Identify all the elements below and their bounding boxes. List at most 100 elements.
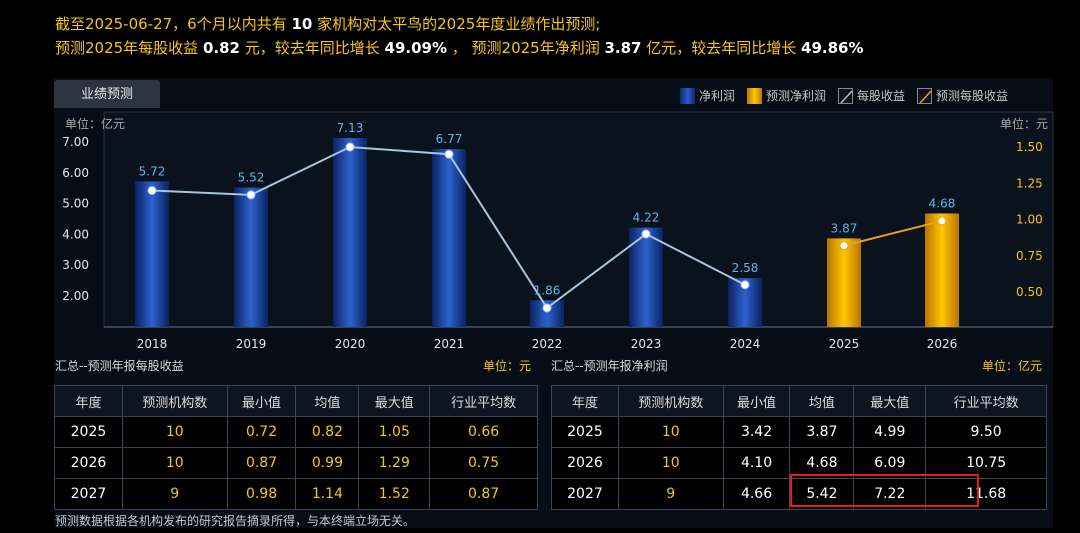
forecast-net-profit-data-label: 4.68 bbox=[929, 196, 956, 210]
table-cell: 0.75 bbox=[429, 447, 538, 479]
x-tick-label: 2023 bbox=[631, 337, 662, 351]
chart-bars bbox=[135, 137, 959, 327]
table-cell: 1.05 bbox=[358, 416, 431, 448]
forecast-eps-point bbox=[839, 241, 849, 251]
net-profit-data-label: 5.52 bbox=[238, 171, 265, 185]
table-row: 2025 10 0.72 0.82 1.05 0.66 bbox=[54, 416, 538, 448]
legend-swatch-forecast-eps bbox=[917, 87, 933, 104]
table-cell: 3.42 bbox=[722, 416, 791, 448]
x-tick-label: 2024 bbox=[730, 337, 761, 351]
table-header-row: 年度 预测机构数 最小值 均值 最大值 行业平均数 bbox=[54, 385, 538, 417]
table-cell: 1.29 bbox=[358, 447, 431, 479]
net-profit-data-label: 2.58 bbox=[732, 261, 759, 275]
table-cell: 9 bbox=[617, 478, 724, 510]
x-tick-label: 2025 bbox=[829, 337, 860, 351]
summary-net-profit-growth: 49.86% bbox=[801, 39, 864, 57]
legend-item-net-profit[interactable]: 净利润 bbox=[680, 87, 735, 104]
forecast-eps-point bbox=[937, 216, 947, 226]
left-axis-unit: 单位：亿元 bbox=[65, 116, 125, 131]
forecast-eps-line bbox=[843, 219, 943, 247]
forecast-net-profit-data-label: 3.87 bbox=[831, 221, 858, 235]
table-cell: 0.72 bbox=[226, 416, 297, 448]
table-cell: 11.68 bbox=[925, 478, 1047, 510]
x-tick-label: 2021 bbox=[434, 337, 465, 351]
legend-swatch-eps bbox=[838, 87, 854, 104]
eps-table-unit: 单位：元 bbox=[483, 359, 532, 373]
legend-item-forecast-net-profit[interactable]: 预测净利润 bbox=[747, 87, 826, 104]
summary-text-part: 预测2025年每股收益 bbox=[55, 39, 203, 57]
legend-label: 预测每股收益 bbox=[936, 89, 1009, 103]
column-header: 年度 bbox=[551, 385, 619, 417]
table-cell: 2025 bbox=[54, 416, 123, 448]
np-table-title: 汇总--预测年报净利润 bbox=[551, 359, 668, 373]
x-tick-label: 2019 bbox=[236, 337, 267, 351]
eps-table-title: 汇总--预测年报每股收益 bbox=[55, 359, 184, 373]
legend-label: 每股收益 bbox=[857, 89, 906, 103]
eps-point bbox=[246, 190, 256, 200]
x-tick-label: 2026 bbox=[927, 337, 958, 351]
column-header: 预测机构数 bbox=[617, 385, 724, 417]
footnote: 预测数据根据各机构发布的研究报告摘录所得，与本终端立场无关。 bbox=[55, 514, 416, 528]
np-table-unit: 单位：亿元 bbox=[982, 359, 1043, 373]
right-tick-label: 0.50 bbox=[1016, 285, 1043, 299]
summary-eps-growth: 49.09% bbox=[384, 39, 447, 57]
summary-text-part: 元，较去年同比增长 bbox=[239, 39, 385, 57]
summary-net-profit: 3.87 bbox=[604, 39, 642, 57]
table-cell: 2027 bbox=[551, 478, 619, 510]
table-cell: 0.87 bbox=[429, 478, 538, 510]
eps-point bbox=[542, 303, 552, 313]
chart-legend: 净利润 预测净利润 每股收益 预测每股收益 bbox=[680, 87, 1008, 104]
highlight-box bbox=[790, 474, 979, 507]
table-cell: 5.42 bbox=[789, 478, 855, 510]
column-header: 均值 bbox=[295, 385, 360, 417]
legend-label: 预测净利润 bbox=[766, 89, 827, 103]
right-tick-label: 1.50 bbox=[1016, 140, 1043, 154]
summary-text-part: 亿元，较去年同比增长 bbox=[641, 39, 802, 57]
column-header: 行业平均数 bbox=[429, 385, 538, 417]
chart-lines bbox=[147, 142, 947, 313]
table-cell: 10 bbox=[617, 447, 724, 479]
column-header: 年度 bbox=[54, 385, 123, 417]
left-tick-label: 2.00 bbox=[62, 289, 89, 303]
net-profit-bar bbox=[333, 137, 367, 327]
eps-point bbox=[641, 229, 651, 239]
table-cell: 4.10 bbox=[722, 447, 791, 479]
x-tick-label: 2022 bbox=[532, 337, 563, 351]
left-tick-label: 5.00 bbox=[62, 197, 89, 211]
net-profit-table: 年度 预测机构数 最小值 均值 最大值 行业平均数 2025 10 3.42 3… bbox=[551, 385, 1047, 510]
table-cell: 1.52 bbox=[358, 478, 431, 510]
table-cell: 9.50 bbox=[925, 416, 1047, 448]
table-row: 2027 9 4.66 5.42 7.22 11.68 bbox=[551, 478, 1047, 510]
summary-text-part: 截至2025-06-27，6个月以内共有 bbox=[55, 15, 292, 33]
table-row: 2026 10 0.87 0.99 1.29 0.75 bbox=[54, 447, 538, 479]
legend-item-forecast-eps[interactable]: 预测每股收益 bbox=[917, 87, 1008, 104]
column-header: 最小值 bbox=[226, 385, 297, 417]
table-cell: 0.87 bbox=[226, 447, 297, 479]
table-cell: 3.87 bbox=[789, 416, 855, 448]
right-tick-label: 1.00 bbox=[1016, 213, 1043, 227]
net-profit-data-label: 6.77 bbox=[436, 132, 463, 146]
summary-eps: 0.82 bbox=[202, 39, 240, 57]
table-cell: 10.75 bbox=[925, 447, 1047, 479]
table-cell: 2027 bbox=[54, 478, 123, 510]
left-tick-label: 6.00 bbox=[62, 166, 89, 180]
x-tick-label: 2020 bbox=[335, 337, 366, 351]
forecast-net-profit-bar bbox=[827, 238, 861, 327]
table-cell: 2026 bbox=[54, 447, 123, 479]
column-header: 行业平均数 bbox=[925, 385, 1047, 417]
right-axis-unit: 单位：元 bbox=[1000, 116, 1048, 131]
tab-performance-forecast[interactable]: 业绩预测 bbox=[54, 80, 160, 108]
table-row: 2027 9 0.98 1.14 1.52 0.87 bbox=[54, 478, 538, 510]
summary-text-part: ， 预测2025年净利润 bbox=[447, 39, 605, 57]
summary-line-2: 预测2025年每股收益 0.82 元，较去年同比增长 49.09% ， 预测20… bbox=[55, 36, 864, 60]
table-header-row: 年度 预测机构数 最小值 均值 最大值 行业平均数 bbox=[551, 385, 1047, 417]
net-profit-bar bbox=[629, 227, 663, 327]
legend-item-eps[interactable]: 每股收益 bbox=[838, 87, 905, 104]
eps-point bbox=[740, 280, 750, 290]
table-cell: 0.98 bbox=[226, 478, 297, 510]
legend-swatch-net-profit bbox=[680, 87, 695, 104]
eps-point bbox=[147, 186, 157, 195]
eps-point bbox=[345, 142, 355, 152]
table-cell: 1.14 bbox=[295, 478, 360, 510]
table-cell: 0.66 bbox=[429, 416, 538, 448]
